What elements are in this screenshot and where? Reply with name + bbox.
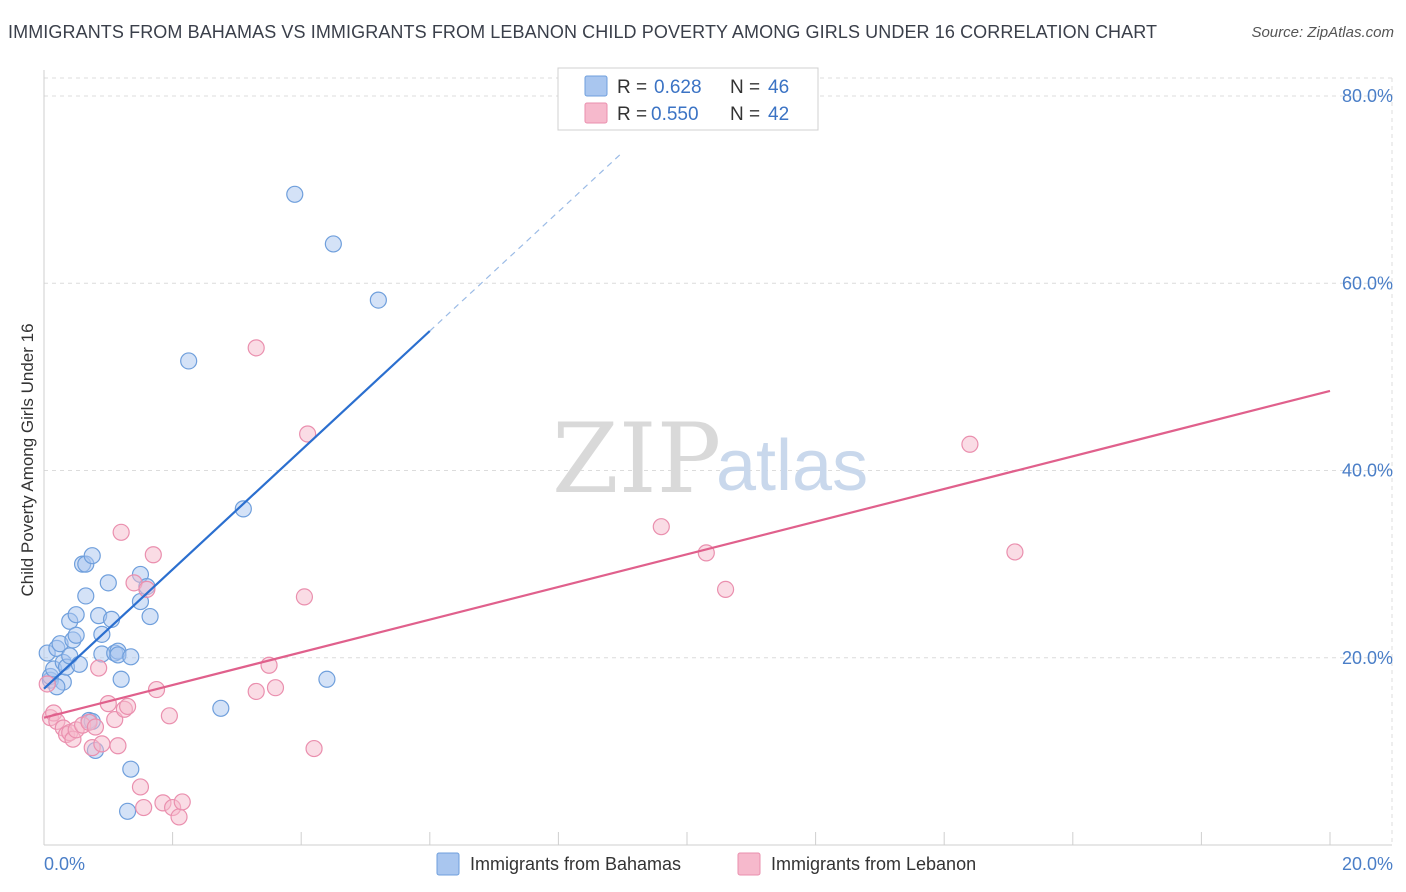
point-lebanon xyxy=(295,588,314,606)
point-bahamas xyxy=(118,802,137,820)
point-lebanon xyxy=(135,798,153,817)
y-tick-label: 40.0% xyxy=(1342,461,1393,481)
legend-r-label-bahamas: R = xyxy=(617,77,647,98)
point-bahamas xyxy=(122,760,140,778)
legend-n-value-lebanon: 42 xyxy=(768,104,789,125)
point-bahamas xyxy=(99,574,117,592)
y-tick-label: 20.0% xyxy=(1342,648,1393,668)
y-tick-label: 80.0% xyxy=(1342,86,1393,106)
point-bahamas xyxy=(234,500,252,518)
legend-r-label-lebanon: R = xyxy=(617,104,647,125)
y-tick-label: 60.0% xyxy=(1342,273,1393,293)
point-lebanon xyxy=(118,697,137,716)
point-bahamas xyxy=(141,607,159,626)
point-lebanon xyxy=(160,707,178,725)
point-bahamas xyxy=(318,670,336,688)
point-lebanon xyxy=(1006,543,1024,561)
point-lebanon xyxy=(305,739,323,758)
trend-lines xyxy=(43,151,1331,719)
watermark-zip: ZIP xyxy=(552,403,721,515)
watermark: ZIP atlas xyxy=(552,403,868,515)
point-bahamas xyxy=(324,235,342,253)
point-lebanon xyxy=(961,435,979,453)
legend-swatch-bahamas xyxy=(584,75,608,97)
point-lebanon xyxy=(144,546,162,564)
point-lebanon xyxy=(38,675,56,693)
point-lebanon xyxy=(90,659,108,677)
point-bahamas xyxy=(369,291,387,309)
point-bahamas xyxy=(77,587,95,605)
legend-r-value-bahamas: 0.628 xyxy=(654,77,702,98)
point-lebanon xyxy=(247,682,265,701)
point-bahamas xyxy=(122,648,140,666)
point-lebanon xyxy=(716,580,735,599)
point-lebanon xyxy=(247,339,265,357)
point-lebanon xyxy=(266,679,285,697)
correlation-legend: R = 0.628 N = 46 R = 0.550 N = 42 xyxy=(557,67,819,131)
bottom-legend-label-bahamas: Immigrants from Bahamas xyxy=(470,854,681,874)
legend-r-value-lebanon: 0.550 xyxy=(651,104,699,125)
point-lebanon xyxy=(86,718,105,736)
tick-labels: 20.0% 40.0% 60.0% 80.0% 0.0% 20.0% xyxy=(44,86,1393,874)
point-lebanon xyxy=(652,518,670,536)
legend-n-label-bahamas: N = xyxy=(730,77,760,98)
point-bahamas xyxy=(67,626,85,644)
point-bahamas xyxy=(112,670,130,688)
series-legend: Immigrants from Bahamas Immigrants from … xyxy=(436,852,976,876)
point-bahamas xyxy=(70,655,88,673)
point-bahamas xyxy=(286,185,304,203)
trend-line-bahamas-extension xyxy=(429,151,624,332)
point-lebanon xyxy=(93,735,111,753)
point-lebanon xyxy=(112,523,130,541)
point-bahamas xyxy=(67,606,85,624)
bottom-legend-label-lebanon: Immigrants from Lebanon xyxy=(771,854,976,874)
point-lebanon xyxy=(131,778,150,796)
y-axis-title: Child Poverty Among Girls Under 16 xyxy=(18,323,37,596)
watermark-atlas: atlas xyxy=(716,426,868,506)
source-label: Source: ZipAtlas.com xyxy=(1251,24,1394,41)
x-tick-label: 0.0% xyxy=(44,854,85,874)
legend-n-value-bahamas: 46 xyxy=(768,77,789,98)
point-lebanon xyxy=(299,425,317,443)
legend-n-label-lebanon: N = xyxy=(730,104,760,125)
legend-swatch-lebanon xyxy=(584,102,608,124)
trend-line-bahamas xyxy=(43,330,431,690)
point-lebanon xyxy=(138,580,156,599)
point-lebanon xyxy=(173,793,191,811)
point-lebanon xyxy=(109,737,127,755)
bottom-legend-swatch-lebanon xyxy=(737,852,761,876)
trend-line-lebanon xyxy=(43,389,1331,719)
scatter-points xyxy=(38,185,1024,826)
point-bahamas xyxy=(212,699,230,717)
chart-title: IMMIGRANTS FROM BAHAMAS VS IMMIGRANTS FR… xyxy=(8,22,1158,42)
point-lebanon xyxy=(170,808,188,826)
x-tick-label: 20.0% xyxy=(1342,854,1393,874)
point-bahamas xyxy=(83,547,101,565)
point-bahamas xyxy=(180,352,198,370)
bottom-legend-swatch-bahamas xyxy=(436,852,460,876)
